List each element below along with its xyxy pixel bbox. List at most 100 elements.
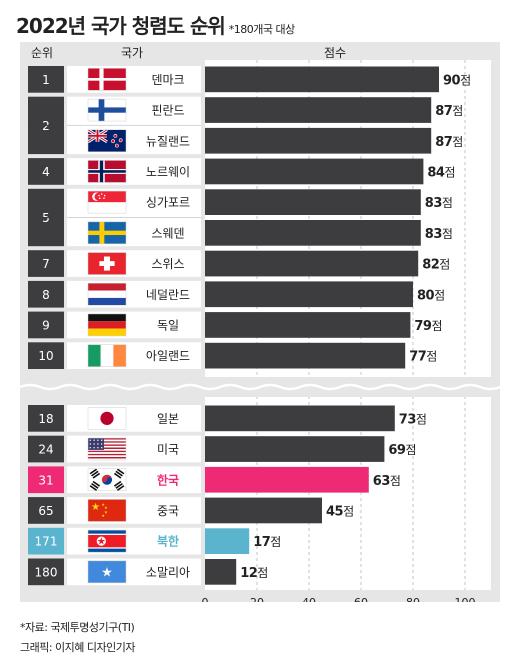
rank-label: 24 xyxy=(38,443,53,457)
rank-label: 8 xyxy=(42,288,50,302)
value-label: 90점 xyxy=(443,73,471,88)
bar xyxy=(205,436,385,462)
bar xyxy=(205,281,413,308)
x-tick-label: 20 xyxy=(250,596,264,602)
bar xyxy=(205,220,421,246)
rank-label: 65 xyxy=(38,504,53,518)
country-label: 독일 xyxy=(157,318,179,332)
value-label: 87점 xyxy=(435,104,463,119)
country-label: 스웨덴 xyxy=(151,226,184,240)
svg-text:★: ★ xyxy=(101,502,105,507)
singapore-flag xyxy=(87,190,127,214)
rank-cell xyxy=(28,527,64,555)
country-cell xyxy=(67,405,201,432)
svg-text:★: ★ xyxy=(97,537,106,548)
rank-cell xyxy=(28,311,64,339)
ireland-flag xyxy=(87,344,127,367)
netherlands-flag xyxy=(87,283,127,306)
denmark-flag xyxy=(87,68,127,91)
country-cell xyxy=(67,497,201,524)
footer: *자료: 국제투명성기구(TI) 그래픽: 이지혜 디자인기자 xyxy=(20,618,136,658)
country-label: 노르웨이 xyxy=(146,165,190,179)
value-label: 73점 xyxy=(399,412,427,427)
country-label: 한국 xyxy=(157,472,179,487)
value-label: 45점 xyxy=(326,504,354,519)
source-note: *자료: 국제투명성기구(TI) xyxy=(20,621,135,634)
value-label: 83점 xyxy=(425,227,453,242)
rank-cell xyxy=(28,497,64,524)
value-label: 17점 xyxy=(253,535,281,550)
country-label: 중국 xyxy=(157,504,179,518)
south-korea-flag xyxy=(87,468,127,491)
header-country: 국가 xyxy=(121,46,143,60)
rank-cell xyxy=(28,158,64,185)
value-label: 83점 xyxy=(425,196,453,211)
rank-cell xyxy=(28,66,64,93)
country-label: 덴마크 xyxy=(151,73,184,87)
country-label: 핀란드 xyxy=(151,104,184,118)
rank-label: 18 xyxy=(38,412,53,426)
country-label: 스위스 xyxy=(151,257,184,271)
bar-chart: 순위국가점수12457891018243165171180덴마크90점핀란드87… xyxy=(20,46,500,602)
value-label: 82점 xyxy=(422,258,450,273)
value-label: 79점 xyxy=(414,319,442,334)
rank-cell xyxy=(28,342,64,369)
rank-label: 7 xyxy=(42,257,50,271)
value-label: 69점 xyxy=(388,443,416,458)
chart-title: 2022년 국가 청렴도 순위 xyxy=(16,14,226,38)
rank-cell xyxy=(28,558,64,586)
x-tick-label: 0 xyxy=(202,596,209,602)
rank-label: 4 xyxy=(42,165,50,179)
country-label: 일본 xyxy=(157,412,179,426)
svg-text:★: ★ xyxy=(101,513,105,518)
bar xyxy=(205,66,439,93)
rank-label: 180 xyxy=(35,565,58,579)
rank-label: 171 xyxy=(35,535,58,549)
bar xyxy=(205,250,419,277)
country-label: 소말리아 xyxy=(146,565,190,579)
value-label: 12점 xyxy=(240,566,268,581)
bar xyxy=(205,312,411,338)
country-label: 싱가포르 xyxy=(146,196,190,210)
rank-label: 9 xyxy=(42,318,50,332)
svg-text:★: ★ xyxy=(91,502,100,513)
svg-text:★: ★ xyxy=(104,505,108,510)
value-label: 77점 xyxy=(409,350,437,365)
title-row: 2022년 국가 청렴도 순위 *180개국 대상 xyxy=(16,10,295,39)
svg-text:★: ★ xyxy=(101,565,113,580)
bar xyxy=(205,158,424,185)
x-tick-label: 100 xyxy=(455,596,476,602)
sweden-flag xyxy=(87,221,127,245)
country-label: 네덜란드 xyxy=(146,288,190,302)
rank-cell xyxy=(28,280,64,308)
bar xyxy=(205,528,250,554)
header-rank: 순위 xyxy=(31,46,53,60)
x-tick-label: 60 xyxy=(354,596,368,602)
rank-label: 10 xyxy=(38,349,53,363)
country-cell xyxy=(67,311,201,339)
bar xyxy=(205,466,369,493)
bar xyxy=(205,405,395,432)
switzerland-flag xyxy=(87,252,127,275)
country-cell xyxy=(67,435,201,463)
chart-panel: 순위국가점수12457891018243165171180덴마크90점핀란드87… xyxy=(20,42,500,602)
north-korea-flag: ★ xyxy=(87,529,127,553)
country-label: 아일랜드 xyxy=(146,349,190,363)
axis-break-wave xyxy=(20,383,500,391)
country-label: 미국 xyxy=(157,443,179,457)
germany-flag xyxy=(87,313,127,337)
rank-label: 31 xyxy=(38,473,53,487)
bar xyxy=(205,342,406,369)
country-label: 북한 xyxy=(157,534,179,549)
bar xyxy=(205,559,237,585)
rank-cell xyxy=(28,435,64,463)
rank-cell xyxy=(28,466,64,494)
rank-cell xyxy=(28,405,64,432)
x-tick-label: 40 xyxy=(302,596,316,602)
graphic-credit: 그래픽: 이지혜 디자인기자 xyxy=(20,641,136,654)
title-note: *180개국 대상 xyxy=(228,23,295,36)
china-flag: ★ ★★★★ xyxy=(87,499,127,522)
header-score: 점수 xyxy=(324,46,346,60)
bar xyxy=(205,127,432,154)
value-label: 87점 xyxy=(435,135,463,150)
